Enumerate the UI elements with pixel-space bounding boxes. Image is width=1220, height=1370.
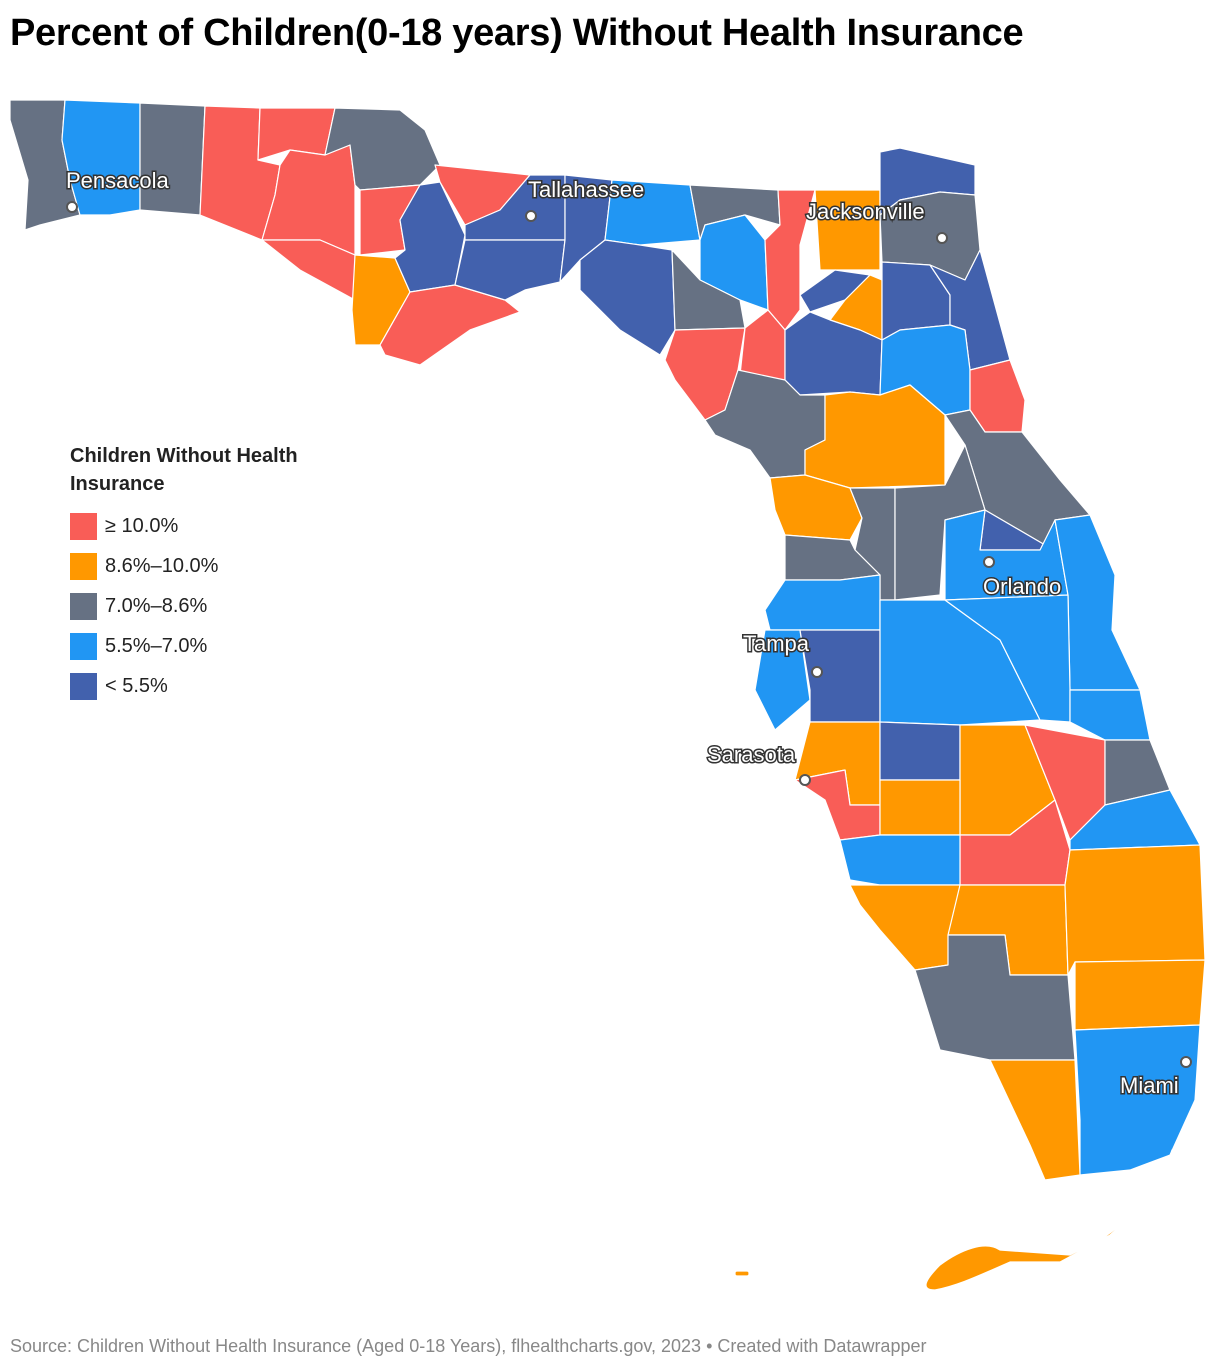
city-marker-tampa[interactable] — [811, 666, 823, 678]
city-marker-orlando[interactable] — [983, 556, 995, 568]
source-credit: Source: Children Without Health Insuranc… — [10, 1336, 927, 1356]
city-marker-sarasota[interactable] — [799, 774, 811, 786]
legend-swatch — [70, 512, 97, 540]
legend-label: ≥ 10.0% — [105, 514, 179, 537]
legend-item: 8.6%–10.0% — [70, 546, 350, 586]
legend-label: 5.5%–7.0% — [105, 634, 208, 657]
city-marker-pensacola[interactable] — [66, 201, 78, 213]
city-label-jacksonville: Jacksonville — [806, 199, 925, 224]
legend-label: 8.6%–10.0% — [105, 554, 219, 577]
city-label-sarasota: Sarasota — [707, 742, 796, 767]
map-legend: Children Without Health Insurance ≥ 10.0… — [70, 442, 350, 706]
county-monroe-keys[interactable] — [925, 1149, 1173, 1291]
county-miami-dade[interactable] — [1074, 1024, 1201, 1176]
legend-title: Children Without Health Insurance — [70, 445, 298, 495]
legend-swatch — [70, 632, 97, 660]
city-label-tallahassee: Tallahassee — [528, 177, 644, 202]
city-label-miami: Miami — [1120, 1073, 1179, 1098]
legend-swatch — [70, 592, 97, 620]
county-taylor[interactable] — [579, 239, 676, 356]
legend-swatch — [70, 552, 97, 580]
legend-item: ≥ 10.0% — [70, 506, 350, 546]
city-label-orlando: Orlando — [983, 574, 1061, 599]
legend-label: 7.0%–8.6% — [105, 594, 208, 617]
legend-label: < 5.5% — [105, 674, 168, 697]
county-pinellas[interactable] — [754, 629, 811, 731]
county-baker[interactable] — [814, 189, 881, 271]
county-monroe-key-west[interactable] — [734, 1270, 750, 1277]
city-marker-tallahassee[interactable] — [525, 210, 537, 222]
city-label-tampa: Tampa — [743, 631, 810, 656]
city-label-pensacola: Pensacola — [66, 168, 170, 193]
county-lafayette[interactable] — [671, 249, 746, 331]
legend-item: 5.5%–7.0% — [70, 626, 350, 666]
county-monroe-mainland[interactable] — [989, 1059, 1081, 1181]
legend-item: 7.0%–8.6% — [70, 586, 350, 626]
map-title: Percent of Children(0-18 years) Without … — [10, 12, 1024, 54]
city-marker-jacksonville[interactable] — [936, 232, 948, 244]
legend-item: < 5.5% — [70, 666, 350, 706]
city-marker-miami[interactable] — [1180, 1056, 1192, 1068]
county-madison[interactable] — [604, 179, 701, 246]
legend-swatch — [70, 672, 97, 700]
county-citrus[interactable] — [769, 474, 863, 541]
